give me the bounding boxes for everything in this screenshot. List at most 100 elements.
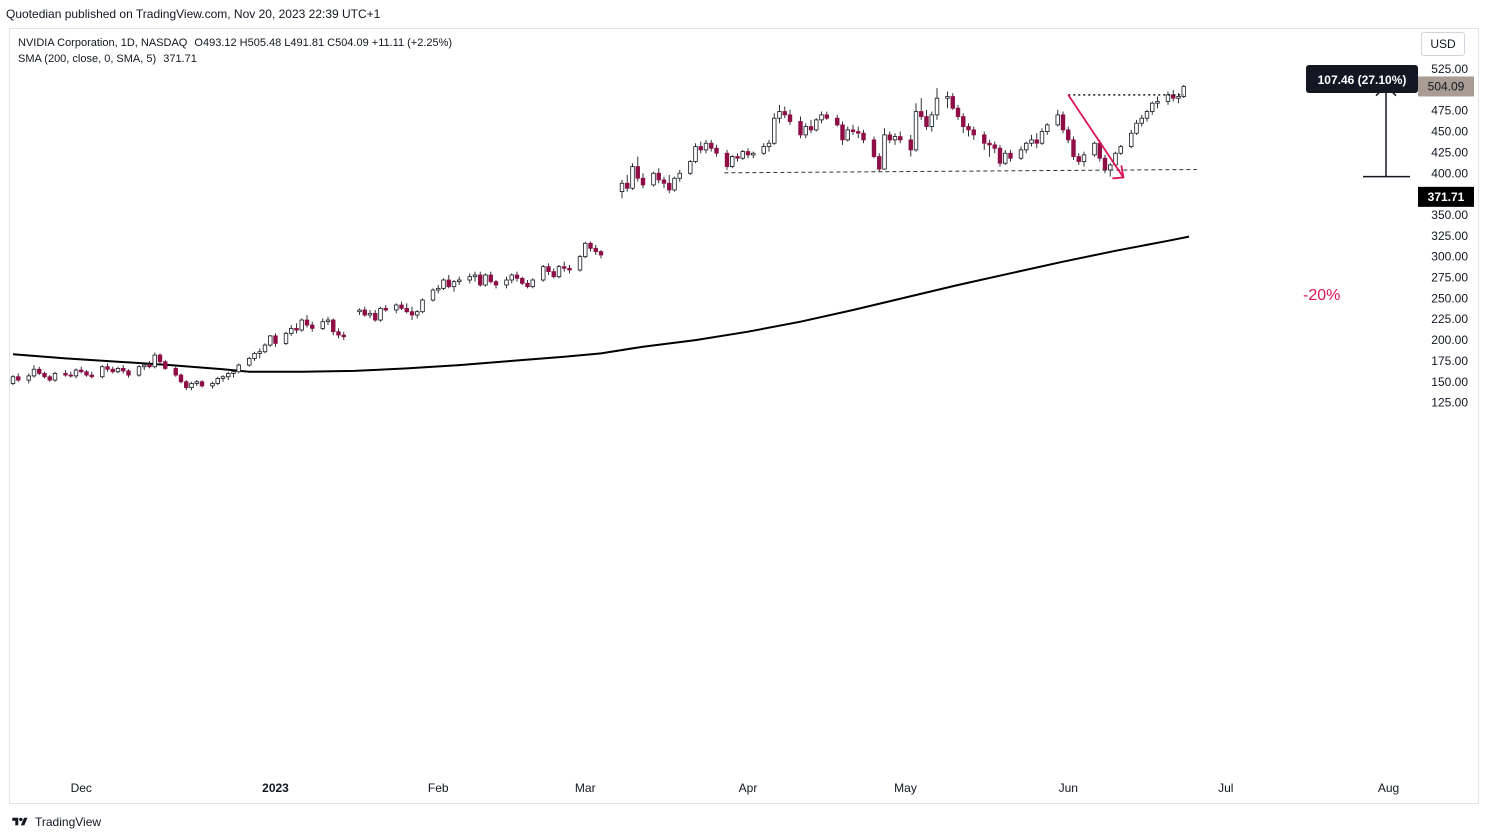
- candle-up: [26, 375, 31, 381]
- candle-up: [672, 177, 677, 191]
- candle-down: [336, 331, 341, 336]
- candle-up: [1003, 152, 1008, 164]
- measure-label-box: [1306, 65, 1418, 93]
- candle-up: [252, 352, 257, 359]
- candle-down: [877, 156, 882, 170]
- candle-down: [294, 327, 299, 331]
- candle-up: [845, 129, 850, 141]
- candle-up: [457, 279, 462, 283]
- candle-up: [803, 126, 808, 136]
- candle-up: [1144, 111, 1150, 119]
- footer: TradingView: [10, 815, 101, 829]
- candle-down: [982, 134, 987, 144]
- candle-up: [892, 136, 898, 141]
- legend-symbol: NVIDIA Corporation, 1D, NASDAQ: [18, 37, 188, 49]
- candle-up: [10, 376, 16, 384]
- y-tick-label: 450.00: [1431, 125, 1468, 139]
- candle-up: [913, 111, 919, 151]
- currency-button[interactable]: USD: [1421, 32, 1465, 56]
- candle-down: [856, 131, 861, 134]
- candle-up: [1018, 149, 1024, 159]
- candle-up: [577, 256, 583, 271]
- legend-sma-label: SMA (200, close, 0, SMA, 5): [18, 53, 157, 65]
- candle-down: [593, 247, 598, 253]
- y-tick-label: 475.00: [1431, 104, 1468, 118]
- candle-up: [751, 152, 756, 156]
- x-tick-label: 2023: [262, 781, 289, 795]
- candle-down: [588, 242, 593, 249]
- candle-down: [640, 177, 646, 186]
- x-tick-label: Aug: [1378, 781, 1399, 795]
- candle-down: [478, 274, 483, 286]
- candle-down: [625, 182, 630, 189]
- candle-down: [898, 136, 903, 141]
- candle-up: [451, 281, 457, 288]
- x-tick-label: May: [894, 781, 917, 795]
- measure-label: 107.46 (27.10%): [1318, 73, 1407, 87]
- candle-up: [152, 354, 157, 368]
- candle-down: [341, 334, 346, 338]
- candle-down: [126, 370, 131, 376]
- candle-up: [703, 142, 709, 151]
- legend-sma-row: SMA (200, close, 0, SMA, 5) 371.71: [18, 51, 452, 67]
- candle-up: [556, 266, 562, 278]
- candle-down: [887, 134, 892, 141]
- candle-down: [63, 373, 68, 376]
- y-tick-label: 275.00: [1431, 271, 1468, 285]
- candle-down: [110, 368, 115, 373]
- candle-up: [504, 279, 509, 286]
- candle-down: [598, 251, 604, 256]
- y-tick-label: 300.00: [1431, 250, 1468, 264]
- candle-up: [220, 376, 226, 379]
- candle-up: [189, 383, 194, 388]
- candle-up: [136, 366, 142, 376]
- candle-down: [79, 369, 84, 373]
- candle-up: [677, 172, 682, 179]
- candles-group: [10, 84, 1186, 391]
- candle-up: [268, 335, 273, 346]
- candle-up: [467, 276, 472, 281]
- candle-down: [1060, 114, 1066, 131]
- chart-legend: NVIDIA Corporation, 1D, NASDAQ O493.12 H…: [18, 35, 452, 67]
- candle-up: [583, 242, 588, 258]
- candle-up: [882, 134, 887, 170]
- candle-down: [987, 142, 992, 146]
- candle-down: [68, 374, 73, 377]
- candle-up: [1039, 131, 1045, 144]
- candle-down: [919, 111, 924, 117]
- candle-down: [567, 267, 572, 271]
- candle-up: [761, 146, 766, 154]
- candle-up: [1176, 96, 1181, 99]
- candle-down: [661, 179, 667, 184]
- candle-down: [520, 277, 525, 284]
- decline-arrow-line: [1067, 94, 1125, 178]
- decline-arrow-head: [1112, 165, 1125, 180]
- candle-down: [446, 279, 451, 288]
- candle-down: [493, 281, 499, 286]
- candle-up: [194, 381, 199, 384]
- candle-down: [698, 146, 703, 151]
- last-price-label: 504.09: [1428, 79, 1465, 93]
- support-dashed-line: [724, 168, 1197, 174]
- candle-down: [551, 271, 556, 278]
- x-tick-label: Jul: [1218, 781, 1233, 795]
- candle-down: [310, 324, 315, 329]
- candle-down: [656, 172, 661, 181]
- candle-up: [945, 96, 950, 99]
- candle-up: [436, 287, 441, 291]
- candle-up: [1045, 124, 1050, 132]
- candle-up: [257, 351, 262, 354]
- legend-ohlc: O493.12 H505.48 L491.81 C504.09 +11.11 (…: [194, 37, 453, 49]
- candle-up: [226, 373, 231, 378]
- candle-up: [929, 114, 934, 127]
- candle-down: [199, 381, 205, 387]
- candle-down: [924, 116, 929, 127]
- candle-down: [562, 266, 567, 269]
- candle-up: [394, 304, 399, 311]
- candle-down: [908, 139, 913, 151]
- candle-down: [808, 126, 814, 131]
- candle-up: [1150, 102, 1155, 112]
- candle-up: [115, 368, 121, 373]
- candle-down: [667, 182, 672, 191]
